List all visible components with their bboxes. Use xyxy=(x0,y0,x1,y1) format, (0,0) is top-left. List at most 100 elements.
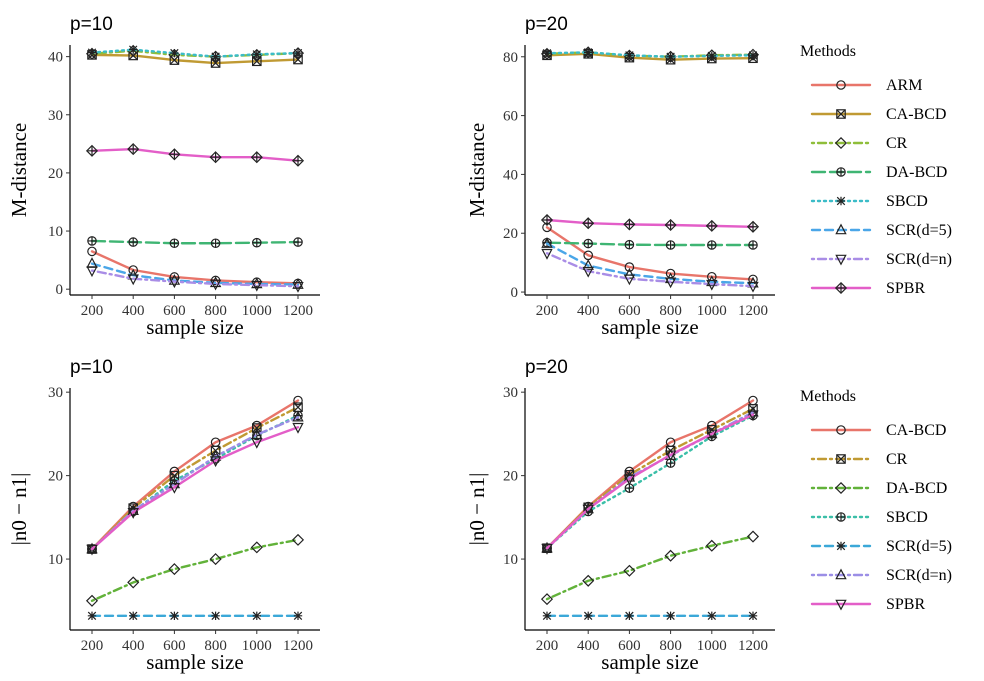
chart-title: p=20 xyxy=(525,357,568,378)
legend-item: SCR(d=5) xyxy=(810,222,952,239)
data-point xyxy=(292,410,304,422)
data-point xyxy=(705,219,718,232)
data-point xyxy=(664,277,677,289)
data-point xyxy=(292,281,304,293)
data-point xyxy=(747,410,759,422)
x-tick-label: 600 xyxy=(618,303,641,319)
y-tick-label: 20 xyxy=(503,469,518,485)
data-point xyxy=(170,611,179,621)
x-tick-label: 1000 xyxy=(697,303,727,319)
data-point xyxy=(748,240,758,250)
data-point xyxy=(541,248,553,260)
series-da-bcd xyxy=(85,533,305,607)
data-point xyxy=(623,564,636,577)
data-point xyxy=(250,541,263,554)
x-tick-label: 200 xyxy=(536,303,559,319)
series-scr-d-5- xyxy=(87,611,303,621)
legend-key-marker xyxy=(835,223,847,235)
legend-item: DA-BCD xyxy=(810,480,947,497)
series-line xyxy=(545,218,755,228)
data-point xyxy=(168,148,181,161)
series-spbr xyxy=(540,213,760,233)
legend-key-marker xyxy=(836,196,846,206)
data-point xyxy=(168,563,181,576)
data-point xyxy=(168,483,181,494)
legend-key-marker xyxy=(834,481,848,495)
data-point xyxy=(209,553,222,566)
series-line xyxy=(90,53,300,65)
legend-item: ARM xyxy=(810,77,922,94)
data-point xyxy=(293,237,303,247)
data-point xyxy=(664,218,677,232)
x-tick-label: 800 xyxy=(659,303,682,319)
legend-key-marker xyxy=(836,512,846,522)
legend-label: SPBR xyxy=(886,280,925,297)
series-scr-d-n- xyxy=(86,266,304,293)
data-point xyxy=(291,47,305,60)
y-tick-label: 80 xyxy=(503,50,518,66)
data-point xyxy=(541,237,553,248)
legend-item: SBCD xyxy=(810,193,928,210)
data-point xyxy=(706,279,718,291)
legend-item: SCR(d=5) xyxy=(810,538,952,555)
chart-panel-1: p=10 0 10 20 30 40 200 400 600 800 1000 1200 sample … xyxy=(7,14,320,339)
data-point xyxy=(127,508,139,519)
data-point xyxy=(623,218,636,231)
data-point xyxy=(707,611,717,621)
legend-item: SCR(d=n) xyxy=(810,251,952,268)
y-axis-label: M-distance xyxy=(465,123,489,217)
series-sbcd xyxy=(542,48,758,61)
data-point xyxy=(623,274,636,286)
legend-label: CR xyxy=(886,135,908,152)
data-point xyxy=(168,277,181,289)
data-point xyxy=(706,429,718,441)
series-da-bcd xyxy=(542,237,758,250)
series-line xyxy=(545,413,755,550)
x-tick-label: 1200 xyxy=(738,303,768,319)
data-point xyxy=(170,48,179,58)
x-tick-label: 1200 xyxy=(283,638,313,654)
data-point xyxy=(127,576,140,589)
series-line xyxy=(545,51,755,58)
data-point xyxy=(128,611,138,621)
x-tick-label: 600 xyxy=(163,303,186,319)
legend-label: CR xyxy=(886,451,908,468)
legend-key-marker xyxy=(834,136,848,150)
legend-label: SCR(d=5) xyxy=(886,538,952,555)
data-point xyxy=(623,474,636,486)
series-da-bcd xyxy=(87,236,303,249)
legend-key-marker xyxy=(836,80,846,90)
data-point xyxy=(211,52,220,61)
y-tick-label: 0 xyxy=(56,282,64,298)
y-axis-label: |n0 − n1| xyxy=(465,473,489,546)
data-point xyxy=(541,543,553,555)
legend-key-marker xyxy=(836,109,846,119)
data-point xyxy=(250,151,263,164)
series-scr-d-5- xyxy=(542,611,758,621)
legend-key-marker xyxy=(836,454,846,464)
x-tick-label: 1000 xyxy=(697,638,727,654)
data-point xyxy=(625,611,634,621)
legend-label: CA-BCD xyxy=(886,422,946,439)
data-point xyxy=(292,422,304,434)
x-tick-label: 400 xyxy=(122,303,145,319)
y-tick-label: 30 xyxy=(503,385,518,401)
legend-title: Methods xyxy=(800,43,856,60)
data-point xyxy=(540,593,554,606)
data-point xyxy=(293,611,303,621)
series-scr-d-n- xyxy=(86,410,304,554)
data-point xyxy=(85,594,99,607)
x-tick-label: 600 xyxy=(618,638,641,654)
data-point xyxy=(209,276,222,288)
legend-key-marker xyxy=(835,599,847,611)
series-line xyxy=(90,538,300,602)
data-point xyxy=(251,277,263,289)
data-point xyxy=(86,544,98,556)
legend-item: SPBR xyxy=(810,596,925,613)
x-tick-label: 200 xyxy=(81,303,104,319)
legend-key-marker xyxy=(836,541,846,551)
data-point xyxy=(625,51,634,60)
data-point xyxy=(582,46,595,59)
legend-title: Methods xyxy=(800,388,856,405)
